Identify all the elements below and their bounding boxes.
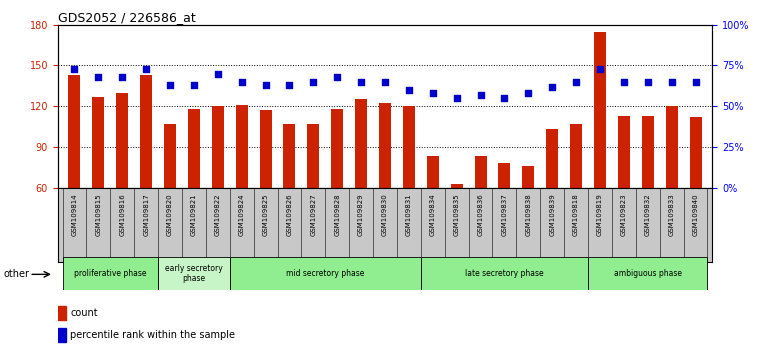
Point (331, 74, 343, 80)
Text: GSM109838: GSM109838 (525, 194, 531, 236)
Text: GSM109814: GSM109814 (72, 194, 78, 236)
Point (69, 66, 81, 72)
Point (474, 92, 487, 98)
Text: late secretory phase: late secretory phase (465, 269, 544, 278)
Bar (116, 93, 129, 188)
Text: GSM109826: GSM109826 (286, 194, 293, 236)
Bar (236, 105, 248, 188)
Bar (58, 306, 66, 320)
Text: count: count (70, 308, 98, 318)
Point (618, 79, 630, 85)
Text: ambiguous phase: ambiguous phase (614, 269, 681, 278)
Bar (594, 32, 606, 188)
Text: GDS2052 / 226586_at: GDS2052 / 226586_at (58, 11, 196, 24)
Point (379, 79, 391, 85)
Point (307, 79, 320, 85)
Bar (498, 163, 511, 188)
Text: GSM109828: GSM109828 (334, 194, 340, 236)
Text: proliferative phase: proliferative phase (74, 269, 146, 278)
Text: mid secretory phase: mid secretory phase (286, 269, 364, 278)
Bar (259, 110, 272, 188)
Bar (618, 116, 630, 188)
Text: GSM109827: GSM109827 (310, 194, 316, 236)
Point (450, 95, 463, 101)
Point (665, 79, 678, 85)
Bar (421, 257, 588, 290)
Bar (140, 75, 152, 188)
Text: GSM109830: GSM109830 (382, 194, 388, 236)
Text: GSM109822: GSM109822 (215, 194, 221, 236)
Bar (212, 106, 224, 188)
Bar (164, 124, 176, 188)
Bar (331, 109, 343, 188)
Text: GSM109835: GSM109835 (454, 194, 460, 236)
Bar (427, 156, 439, 188)
Bar (229, 257, 421, 290)
Text: GSM109825: GSM109825 (263, 194, 269, 236)
Point (427, 90, 439, 96)
Bar (307, 124, 320, 188)
Text: GSM109817: GSM109817 (143, 194, 149, 236)
Point (403, 87, 415, 93)
Bar (570, 124, 582, 188)
Bar (62, 257, 158, 290)
Text: GSM109839: GSM109839 (549, 194, 555, 236)
Text: GSM109840: GSM109840 (692, 194, 698, 236)
Point (140, 66, 152, 72)
Text: other: other (4, 269, 30, 279)
Text: GSM109834: GSM109834 (430, 194, 436, 236)
Bar (450, 183, 463, 188)
Point (259, 82, 272, 88)
Text: GSM109821: GSM109821 (191, 194, 197, 236)
Text: GSM109818: GSM109818 (573, 194, 579, 236)
Text: GSM109833: GSM109833 (668, 194, 675, 236)
Bar (92, 97, 104, 188)
Text: GSM109815: GSM109815 (95, 194, 102, 236)
Point (498, 95, 511, 101)
Text: GSM109823: GSM109823 (621, 194, 627, 236)
Text: early secretory
phase: early secretory phase (165, 264, 223, 283)
Bar (283, 124, 296, 188)
Bar (641, 116, 654, 188)
Text: GSM109831: GSM109831 (406, 194, 412, 236)
Bar (474, 156, 487, 188)
Bar (522, 166, 534, 188)
Point (355, 79, 367, 85)
Bar (690, 117, 701, 188)
Text: GSM109816: GSM109816 (119, 194, 126, 236)
Bar (355, 99, 367, 188)
Text: GSM109820: GSM109820 (167, 194, 173, 236)
Point (164, 82, 176, 88)
Text: GSM109832: GSM109832 (644, 194, 651, 236)
Bar (546, 129, 558, 188)
Point (641, 79, 654, 85)
Bar (666, 106, 678, 188)
Bar (58, 327, 66, 342)
Text: GSM109819: GSM109819 (597, 194, 603, 236)
Bar (188, 109, 200, 188)
Text: percentile rank within the sample: percentile rank within the sample (70, 330, 235, 340)
Bar (69, 75, 80, 188)
Point (212, 71, 224, 76)
Bar (379, 103, 391, 188)
Point (92, 74, 105, 80)
Bar (403, 106, 415, 188)
Point (116, 74, 129, 80)
Point (522, 90, 534, 96)
Text: GSM109824: GSM109824 (239, 194, 245, 236)
Point (546, 84, 558, 90)
Point (188, 82, 200, 88)
Point (283, 82, 296, 88)
Bar (588, 257, 708, 290)
Point (689, 79, 701, 85)
Bar (158, 257, 229, 290)
Point (236, 79, 248, 85)
Point (570, 79, 582, 85)
Text: GSM109837: GSM109837 (501, 194, 507, 236)
Text: GSM109836: GSM109836 (477, 194, 484, 236)
Point (594, 66, 606, 72)
Text: GSM109829: GSM109829 (358, 194, 364, 236)
